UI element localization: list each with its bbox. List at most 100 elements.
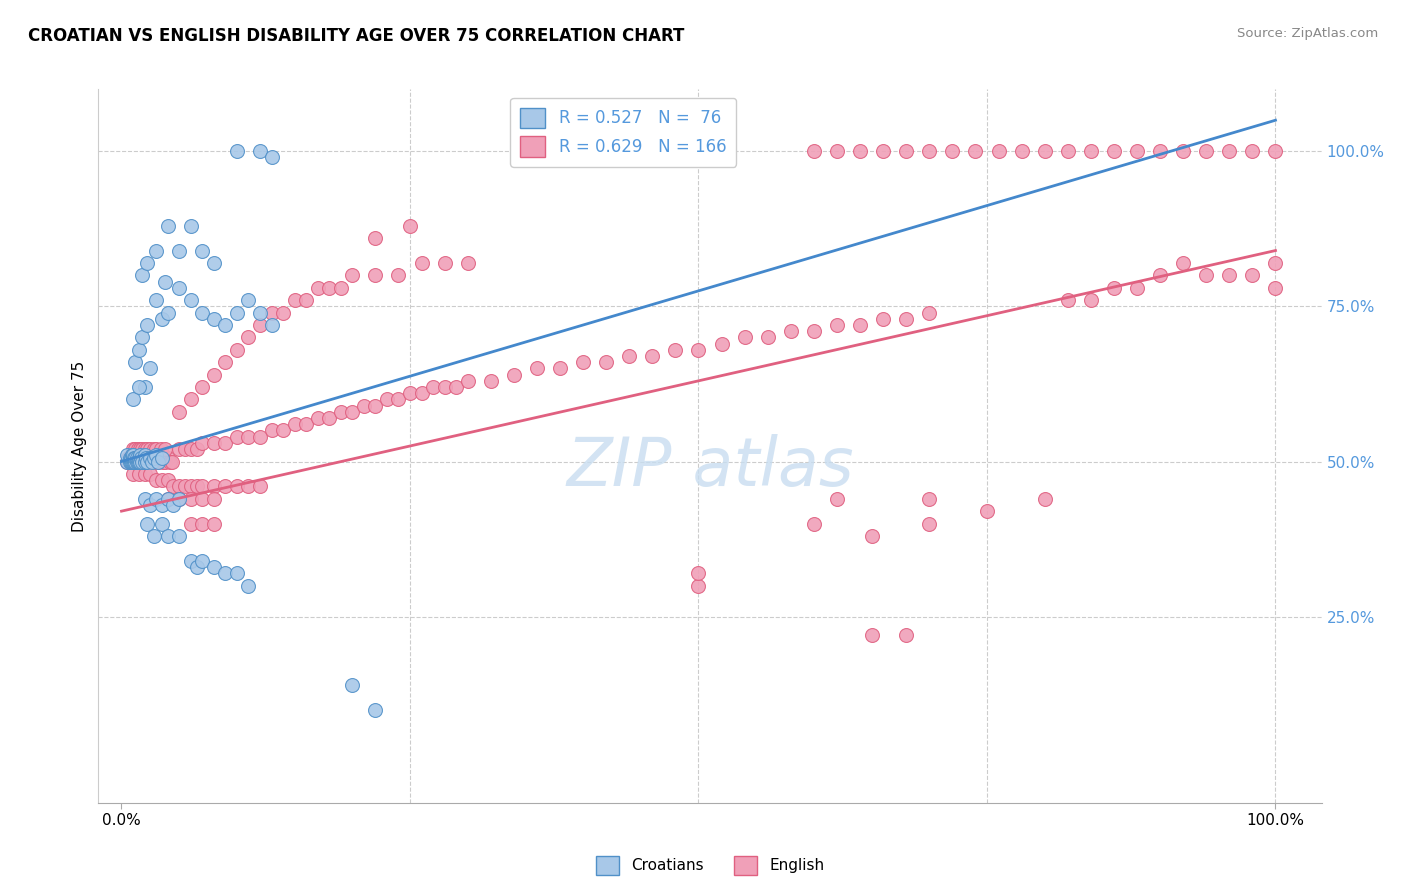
Point xyxy=(128,454,150,468)
Point xyxy=(167,491,190,506)
Legend: Croatians, English: Croatians, English xyxy=(589,850,831,880)
Point xyxy=(121,454,143,468)
Point xyxy=(202,560,225,574)
Point xyxy=(896,145,918,159)
Point xyxy=(860,628,883,642)
Point xyxy=(238,330,260,344)
Point xyxy=(803,145,825,159)
Point xyxy=(150,473,173,487)
Point xyxy=(117,454,139,468)
Point xyxy=(128,467,150,481)
Point xyxy=(129,454,152,468)
Point xyxy=(155,454,177,468)
Point xyxy=(191,436,214,450)
Point xyxy=(191,554,214,568)
Point xyxy=(134,442,156,456)
Point xyxy=(825,145,848,159)
Point xyxy=(132,454,155,468)
Point xyxy=(803,324,825,338)
Point xyxy=(134,451,156,466)
Point xyxy=(122,451,145,466)
Point xyxy=(162,498,184,512)
Point xyxy=(1033,145,1056,159)
Point xyxy=(1149,145,1171,159)
Point xyxy=(214,355,236,369)
Point xyxy=(249,318,271,332)
Point xyxy=(145,244,167,258)
Point xyxy=(364,703,387,717)
Point xyxy=(135,256,157,270)
Point xyxy=(162,479,184,493)
Point xyxy=(1195,268,1218,283)
Point xyxy=(433,380,456,394)
Point xyxy=(135,442,157,456)
Point xyxy=(1264,256,1286,270)
Point xyxy=(120,451,142,466)
Point xyxy=(191,244,214,258)
Point xyxy=(122,467,145,481)
Point xyxy=(142,454,165,468)
Point xyxy=(1149,268,1171,283)
Point xyxy=(1195,145,1218,159)
Point xyxy=(572,355,595,369)
Point xyxy=(138,451,160,466)
Point xyxy=(502,368,524,382)
Point xyxy=(122,454,145,468)
Point xyxy=(342,405,364,419)
Point xyxy=(134,448,156,462)
Point xyxy=(249,430,271,444)
Point xyxy=(260,424,283,438)
Point xyxy=(122,448,145,462)
Point xyxy=(249,305,271,319)
Point xyxy=(1102,145,1125,159)
Point xyxy=(307,411,329,425)
Point xyxy=(688,566,710,581)
Point xyxy=(180,491,202,506)
Point xyxy=(896,311,918,326)
Point xyxy=(124,451,146,466)
Point xyxy=(318,281,340,295)
Point xyxy=(595,355,617,369)
Point xyxy=(118,451,141,466)
Point xyxy=(156,473,179,487)
Point xyxy=(249,479,271,493)
Point xyxy=(127,454,149,468)
Point xyxy=(121,448,143,462)
Point xyxy=(167,405,190,419)
Point xyxy=(125,454,148,468)
Point xyxy=(1056,293,1078,308)
Point xyxy=(139,454,162,468)
Point xyxy=(156,305,179,319)
Point xyxy=(1126,281,1149,295)
Point xyxy=(155,275,177,289)
Point xyxy=(225,566,247,581)
Point xyxy=(134,467,156,481)
Point xyxy=(1011,145,1033,159)
Point xyxy=(479,374,502,388)
Text: ZIP atlas: ZIP atlas xyxy=(567,434,853,500)
Point xyxy=(756,330,779,344)
Point xyxy=(1056,145,1078,159)
Point xyxy=(167,244,190,258)
Point xyxy=(1264,145,1286,159)
Point xyxy=(214,318,236,332)
Point xyxy=(803,516,825,531)
Point xyxy=(238,479,260,493)
Point xyxy=(122,454,145,468)
Point xyxy=(202,256,225,270)
Point xyxy=(688,579,710,593)
Point xyxy=(134,491,156,506)
Point xyxy=(180,516,202,531)
Point xyxy=(225,479,247,493)
Point xyxy=(135,454,157,468)
Point xyxy=(399,386,422,401)
Point xyxy=(457,256,479,270)
Point xyxy=(1241,268,1264,283)
Point xyxy=(180,554,202,568)
Point xyxy=(342,268,364,283)
Point xyxy=(411,386,433,401)
Point xyxy=(129,451,152,466)
Point xyxy=(191,516,214,531)
Point xyxy=(849,318,872,332)
Point xyxy=(124,355,146,369)
